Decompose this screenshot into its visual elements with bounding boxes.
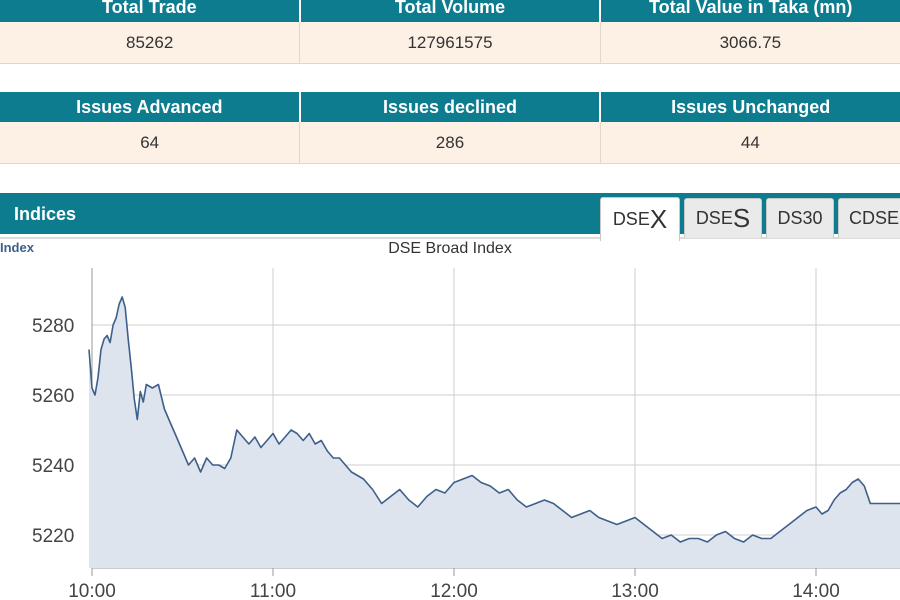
y-axis-label: Index: [0, 240, 34, 255]
tab-dses[interactable]: DSE S: [684, 198, 762, 238]
tab-dses-suffix: S: [732, 203, 751, 233]
tab-dses-prefix: DSE: [695, 208, 733, 228]
chart-title-wrap: DSE Broad Index: [0, 240, 900, 258]
header-total-value: Total Value in Taka (mn): [648, 0, 853, 17]
header-issues-declined: Issues declined: [301, 92, 602, 122]
issues-value-row: 64 286 44: [0, 122, 900, 164]
summary-value-row: 85262 127961575 3066.75: [0, 22, 900, 64]
y-tick-label: 5260: [32, 386, 74, 407]
tab-ds30[interactable]: DS30: [766, 198, 834, 238]
value-issues-advanced: 64: [0, 122, 301, 163]
header-issues-unchanged: Issues Unchanged: [671, 96, 831, 117]
value-total-volume: 127961575: [300, 22, 601, 63]
tab-cdset[interactable]: CDSE: [838, 198, 900, 238]
tab-ds30-label: DS30: [777, 208, 823, 228]
x-tick-label: 12:00: [430, 581, 478, 600]
chart-title: DSE Broad Index: [388, 240, 512, 257]
x-tick-label: 13:00: [611, 581, 659, 600]
header-total-volume: Total Volume: [301, 0, 602, 22]
tab-dsex-suffix: X: [649, 204, 668, 234]
tab-dsex-prefix: DSE: [612, 209, 650, 229]
summary-table: Total Trade Total Volume Total Value in …: [0, 0, 900, 64]
series-area: [89, 297, 900, 568]
issues-header-row: Issues Advanced Issues declined Issues U…: [0, 92, 900, 122]
value-total-trade: 85262: [0, 22, 301, 63]
indices-title: Indices: [14, 204, 77, 224]
issues-table: Issues Advanced Issues declined Issues U…: [0, 92, 900, 164]
series-line: [88, 296, 900, 543]
x-tick-label: 14:00: [792, 581, 840, 600]
x-tick-label: 10:00: [68, 581, 116, 600]
header-total-trade: Total Trade: [0, 0, 301, 22]
summary-header-row: Total Trade Total Volume Total Value in …: [0, 0, 900, 22]
tab-cdset-label: CDSE: [849, 208, 900, 228]
y-tick-label: 5280: [32, 316, 74, 337]
value-issues-declined: 286: [300, 122, 601, 163]
tab-divider: [0, 237, 900, 239]
tab-dsex[interactable]: DSE X: [600, 197, 680, 241]
value-total-value: 3066.75: [719, 32, 782, 52]
y-tick-label: 5240: [32, 456, 74, 477]
value-issues-unchanged: 44: [740, 132, 760, 152]
x-tick-label: 11:00: [250, 581, 296, 600]
y-tick-label: 5220: [32, 526, 74, 547]
header-issues-advanced: Issues Advanced: [0, 92, 301, 122]
